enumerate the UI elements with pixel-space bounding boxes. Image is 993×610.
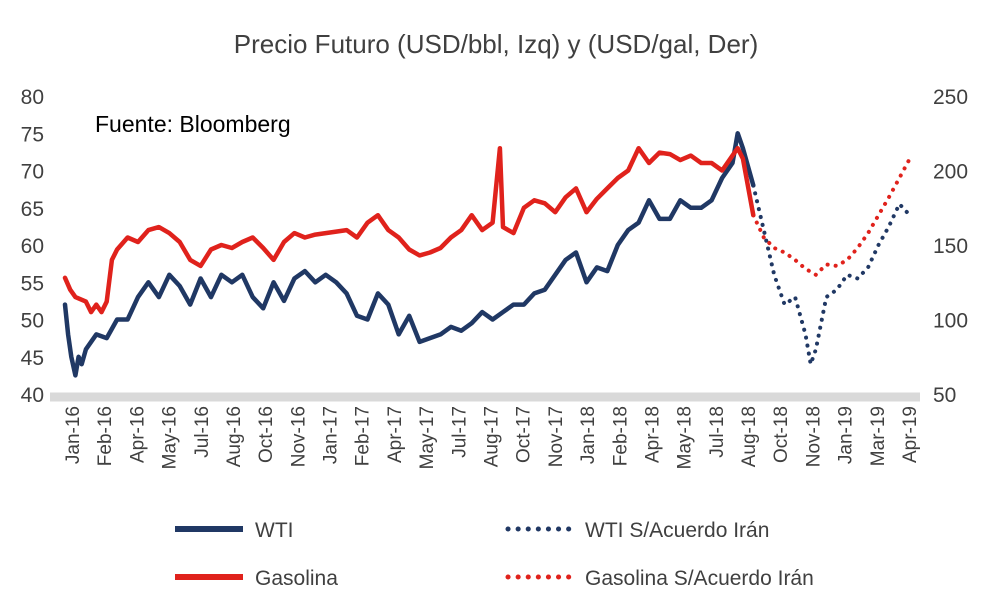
left-tick-label: 55: [21, 272, 44, 295]
x-tick-label: Jan-19: [836, 406, 857, 464]
x-tick-label: Jan-16: [63, 406, 84, 464]
right-tick-label: 250: [933, 86, 968, 109]
x-tick-label: Jul-18: [707, 406, 728, 458]
left-tick-label: 80: [21, 86, 44, 109]
left-tick-label: 65: [21, 198, 44, 221]
right-tick-label: 150: [933, 235, 968, 258]
x-tick-label: Apr-16: [127, 406, 148, 463]
x-tick-label: Jan-17: [321, 406, 342, 464]
legend-label: Gasolina S/Acuerdo Irán: [585, 567, 814, 590]
right-tick-label: 200: [933, 161, 968, 184]
right-tick-label: 100: [933, 310, 968, 333]
x-axis-ticks: Jan-16 Feb-16 Apr-16 May-16 Jul-16 Aug-16 Oct-…: [63, 406, 921, 469]
left-axis-ticks: 80 75 70 65 60 55 50 45 40: [21, 86, 44, 407]
x-tick-label: Jul-17: [449, 406, 470, 458]
x-tick-label: Feb-16: [95, 406, 116, 466]
legend-label: Gasolina: [255, 567, 338, 590]
left-tick-label: 50: [21, 310, 44, 333]
legend-label: WTI S/Acuerdo Irán: [585, 519, 769, 542]
x-tick-label: Apr-19: [900, 406, 921, 463]
series-line-gasolina: [62, 145, 756, 315]
left-tick-label: 45: [21, 347, 44, 370]
x-tick-label: Aug-18: [739, 406, 760, 467]
x-tick-label: Aug-17: [482, 406, 503, 467]
x-tick-label: Mar-19: [868, 406, 889, 466]
x-tick-label: Feb-17: [353, 406, 374, 466]
series-lines: [62, 131, 912, 378]
x-tick-label: May-18: [675, 406, 696, 469]
series-line-wti: [62, 131, 756, 378]
series-line-wti-s-acuerdo-ir-n: [751, 183, 912, 367]
x-tick-label: Jan-18: [578, 406, 599, 464]
legend-label: WTI: [255, 519, 293, 542]
x-tick-label: Nov-17: [546, 406, 567, 467]
chart-title: Precio Futuro (USD/bbl, Izq) y (USD/gal,…: [234, 29, 758, 59]
x-tick-label: Oct-18: [771, 406, 792, 463]
x-tick-label: Jul-16: [192, 406, 213, 458]
x-tick-label: Oct-16: [256, 406, 277, 463]
right-axis-ticks: 250 200 150 100 50: [933, 86, 968, 407]
x-tick-label: Feb-18: [610, 406, 631, 466]
x-tick-label: Apr-17: [385, 406, 406, 463]
x-tick-label: May-16: [160, 406, 181, 469]
series-line-gasolina-s-acuerdo-ir-n: [751, 156, 912, 277]
x-tick-label: Apr-18: [642, 406, 663, 463]
right-tick-label: 50: [933, 384, 956, 407]
x-tick-label: May-17: [417, 406, 438, 469]
left-tick-label: 70: [21, 161, 44, 184]
source-annotation: Fuente: Bloomberg: [95, 111, 291, 137]
x-tick-label: Nov-18: [803, 406, 824, 467]
chart-legend: WTI WTI S/Acuerdo Irán Gasolina Gasolina S/…: [175, 519, 814, 590]
x-tick-label: Oct-17: [514, 406, 535, 463]
x-tick-label: Aug-16: [224, 406, 245, 467]
left-tick-label: 60: [21, 235, 44, 258]
left-tick-label: 40: [21, 384, 44, 407]
left-tick-label: 75: [21, 123, 44, 146]
x-tick-label: Nov-16: [288, 406, 309, 467]
